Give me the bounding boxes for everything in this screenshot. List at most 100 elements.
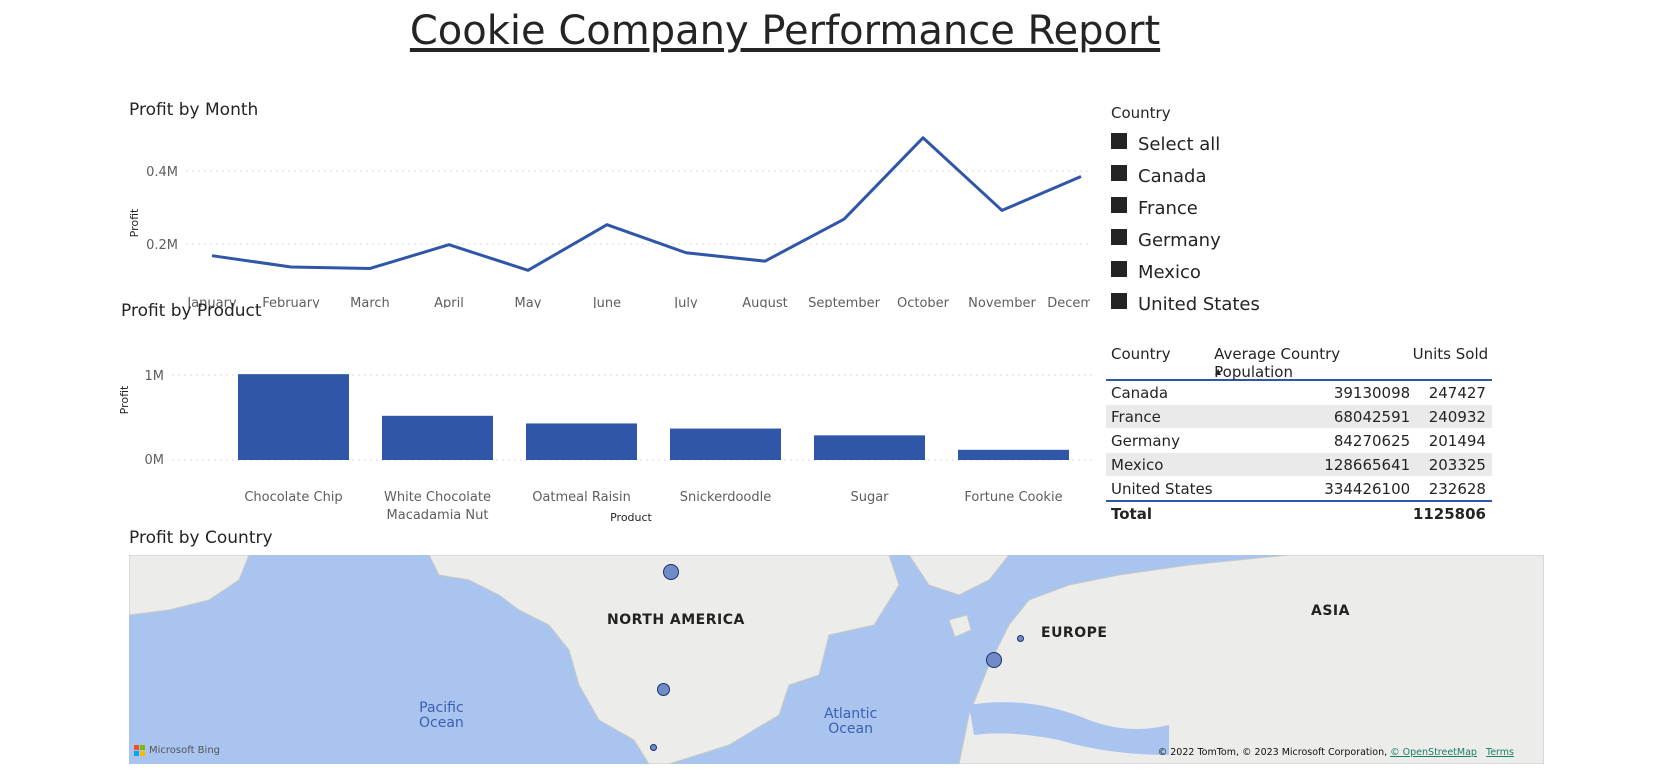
line-point-january[interactable] <box>209 253 215 259</box>
checkbox-icon[interactable] <box>1111 197 1127 213</box>
bar-oatmeal-raisin[interactable] <box>526 423 637 460</box>
table-row[interactable]: Canada 39130098 247427 <box>1106 381 1492 405</box>
slicer-item-united-states[interactable]: United States <box>1111 288 1331 320</box>
attribution-text: © 2022 TomTom, © 2023 Microsoft Corporat… <box>1157 747 1388 758</box>
cell-units: 247427 <box>1428 383 1486 402</box>
cell-country: United States <box>1111 479 1213 498</box>
map-bubble-united-states[interactable] <box>657 683 670 696</box>
x-tick-snickerdoodle: Snickerdoodle <box>680 490 771 505</box>
cell-country: Germany <box>1111 431 1180 450</box>
y-tick-0.4m: 0.4M <box>146 165 178 180</box>
cell-population: 334426100 <box>1324 479 1411 498</box>
x-tick-chocolate-chip: Chocolate Chip <box>244 490 342 505</box>
profit-by-product-title: Profit by Product <box>121 301 262 321</box>
openstreetmap-link[interactable]: © OpenStreetMap <box>1390 747 1477 758</box>
bar-fortune-cookie[interactable] <box>958 449 1069 460</box>
x-tick-november: November <box>968 296 1036 308</box>
column-header-country[interactable]: Country <box>1111 345 1171 363</box>
line-point-december[interactable] <box>1078 173 1084 179</box>
column-header-units-sold[interactable]: Units Sold <box>1412 345 1489 363</box>
slicer-item-label: United States <box>1138 293 1260 315</box>
checkbox-icon[interactable] <box>1111 133 1127 149</box>
bar-white-chocolate-macadamia-nut[interactable] <box>382 415 493 460</box>
slicer-item-canada[interactable]: Canada <box>1111 160 1331 192</box>
x-tick-december: December <box>1047 296 1090 308</box>
profit-by-month-chart[interactable]: 0.4M 0.2M Profit January February March Apr… <box>120 118 1090 308</box>
map-bubble-canada[interactable] <box>663 564 679 580</box>
cell-country: Canada <box>1111 383 1169 402</box>
slicer-item-label: France <box>1138 197 1198 219</box>
map-label-europe: EUROPE <box>1041 625 1108 641</box>
cell-units: 240932 <box>1428 407 1486 426</box>
bar-chocolate-chip[interactable] <box>238 374 349 460</box>
map-label-pacific-ocean: Pacific Ocean <box>419 700 464 731</box>
y-axis-title: Profit <box>128 208 141 237</box>
bar-snickerdoodle[interactable] <box>670 428 781 460</box>
table-row[interactable]: United States 334426100 232628 <box>1106 477 1492 500</box>
microsoft-logo-icon <box>134 745 145 756</box>
y-tick-1m: 1M <box>145 369 165 384</box>
line-point-april[interactable] <box>446 242 452 248</box>
country-table: Country Average Country Population Units… <box>1106 343 1492 525</box>
slicer-item-label: Canada <box>1138 165 1207 187</box>
x-tick-june: June <box>592 296 621 308</box>
line-point-october[interactable] <box>920 135 926 141</box>
line-point-february[interactable] <box>288 264 294 270</box>
y-axis-title: Profit <box>118 385 131 414</box>
x-tick-may: May <box>515 296 542 308</box>
map-bubble-germany[interactable] <box>1017 635 1024 642</box>
y-tick-0.2m: 0.2M <box>146 238 178 253</box>
cell-country: France <box>1111 407 1161 426</box>
line-point-may[interactable] <box>525 267 531 273</box>
cell-units: 232628 <box>1428 479 1486 498</box>
y-tick-0m: 0M <box>145 453 165 468</box>
cell-population: 39130098 <box>1333 383 1411 402</box>
slicer-item-label: Germany <box>1138 229 1221 251</box>
cell-population: 128665641 <box>1324 455 1411 474</box>
slicer-header: Country <box>1111 104 1171 122</box>
map-bubble-mexico[interactable] <box>650 744 657 751</box>
slicer-item-select-all[interactable]: Select all <box>1111 128 1331 160</box>
table-row[interactable]: Germany 84270625 201494 <box>1106 429 1492 453</box>
line-point-june[interactable] <box>604 222 610 228</box>
country-slicer: Country Select all Canada France Germany… <box>1111 104 1331 320</box>
terms-link[interactable]: Terms <box>1486 747 1514 758</box>
x-tick-oatmeal-raisin: Oatmeal Raisin <box>532 490 631 505</box>
bar-sugar[interactable] <box>814 435 925 460</box>
line-point-november[interactable] <box>999 207 1005 213</box>
checkbox-icon[interactable] <box>1111 293 1127 309</box>
bing-label: Microsoft Bing <box>149 745 221 756</box>
slicer-item-germany[interactable]: Germany <box>1111 224 1331 256</box>
x-tick-sugar: Sugar <box>850 490 889 505</box>
slicer-item-mexico[interactable]: Mexico <box>1111 256 1331 288</box>
table-row[interactable]: France 68042591 240932 <box>1106 405 1492 429</box>
table-row[interactable]: Mexico 128665641 203325 <box>1106 453 1492 477</box>
line-point-august[interactable] <box>762 258 768 264</box>
map-label-north-america: NORTH AMERICA <box>607 612 745 628</box>
line-point-july[interactable] <box>683 250 689 256</box>
checkbox-icon[interactable] <box>1111 261 1127 277</box>
profit-by-country-map[interactable]: NORTH AMERICA EUROPE ASIA Pacific Ocean … <box>129 555 1544 764</box>
map-label-atlantic-ocean: Atlantic Ocean <box>824 706 878 737</box>
line-point-september[interactable] <box>841 216 847 222</box>
profit-by-country-title: Profit by Country <box>129 528 273 548</box>
profit-line-series[interactable] <box>211 136 1082 272</box>
map-land-shapes <box>129 555 1544 764</box>
slicer-item-label: Mexico <box>1138 261 1201 283</box>
column-header-avg-population[interactable]: Average Country Population <box>1214 345 1341 381</box>
slicer-item-france[interactable]: France <box>1111 192 1331 224</box>
table-header-row: Country Average Country Population Units… <box>1106 343 1492 381</box>
checkbox-icon[interactable] <box>1111 165 1127 181</box>
x-tick-august: August <box>742 296 788 308</box>
line-point-march[interactable] <box>367 265 373 271</box>
cell-population: 84270625 <box>1333 431 1411 450</box>
x-tick-july: July <box>673 296 698 308</box>
profit-by-product-chart[interactable]: 1M 0M Profit Chocolate Chip White Chocola… <box>112 330 1092 530</box>
x-tick-april: April <box>434 296 464 308</box>
checkbox-icon[interactable] <box>1111 229 1127 245</box>
map-bubble-france[interactable] <box>986 652 1002 668</box>
total-units: 1125806 <box>1412 504 1486 523</box>
profit-by-month-title: Profit by Month <box>129 100 259 120</box>
bing-logo: Microsoft Bing <box>134 745 220 756</box>
x-tick-january: January <box>186 296 237 308</box>
